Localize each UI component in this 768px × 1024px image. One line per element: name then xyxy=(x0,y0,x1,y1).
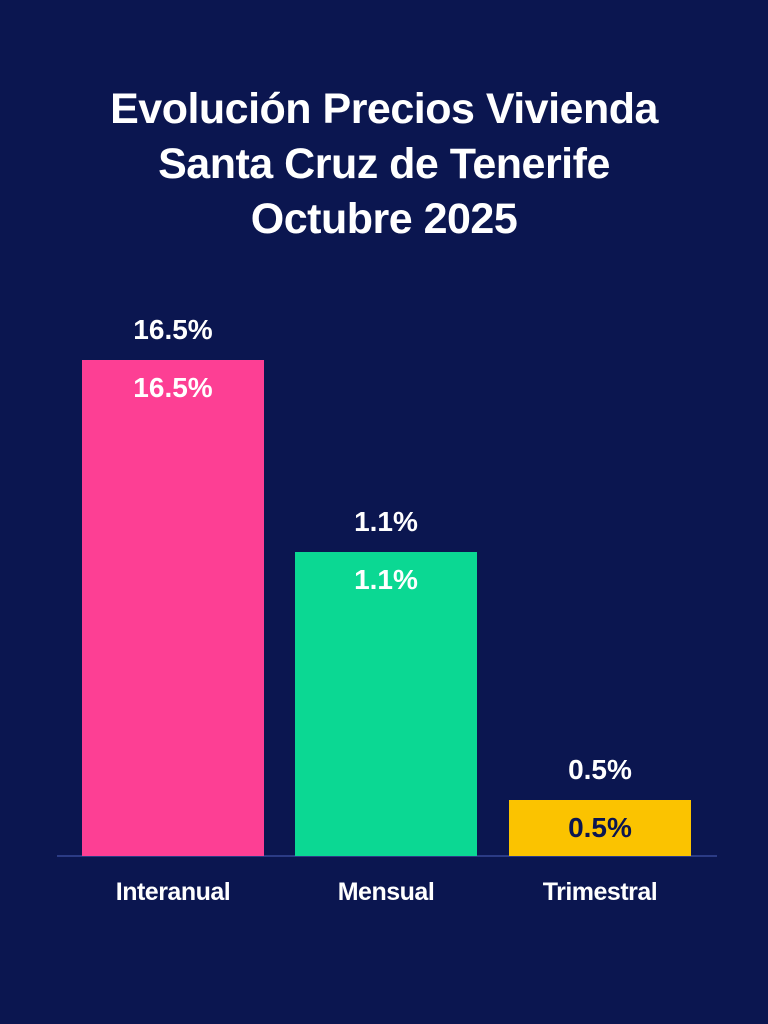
value-label-inside: 0.5% xyxy=(568,812,632,843)
value-label-above: 1.1% xyxy=(354,506,418,537)
title-line-1: Evolución Precios Vivienda xyxy=(110,85,658,133)
value-label-above: 0.5% xyxy=(568,754,632,785)
value-label-inside: 1.1% xyxy=(354,564,418,595)
value-label-inside: 16.5% xyxy=(133,372,213,403)
bar-trimestral xyxy=(509,800,691,856)
title-line-3: Octubre 2025 xyxy=(250,195,518,243)
x-axis-baseline xyxy=(57,855,717,857)
bar-interanual xyxy=(82,360,264,856)
bar-mensual xyxy=(295,552,477,856)
chart-title: Evolución Precios Vivienda Santa Cruz de… xyxy=(0,82,768,247)
x-tick-label: Trimestral xyxy=(542,878,658,906)
x-tick-label: Mensual xyxy=(337,878,435,906)
value-label-above: 16.5% xyxy=(133,314,213,345)
title-line-2: Santa Cruz de Tenerife xyxy=(158,140,610,188)
x-tick-label: Interanual xyxy=(115,878,231,906)
